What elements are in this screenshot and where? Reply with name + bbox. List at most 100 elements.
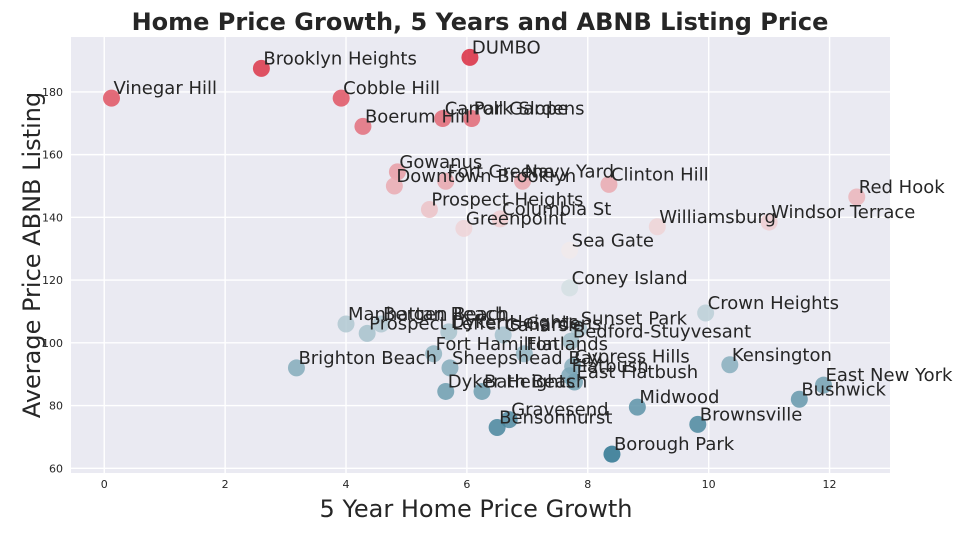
point-label: Park Slope (474, 99, 569, 120)
data-point (440, 323, 458, 341)
x-tick-labels: 0 2 4 6 8 10 12 (101, 478, 837, 491)
data-point (697, 304, 715, 322)
y-tick-label: 80 (49, 400, 63, 413)
point-label: Crown Heights (708, 293, 839, 314)
data-point (514, 172, 532, 190)
y-tick-label: 100 (42, 337, 63, 350)
data-point (354, 117, 372, 135)
point-label: Clinton Hill (611, 164, 709, 185)
point-label: Dyker Heights (451, 312, 578, 333)
point-label: Gravesend (511, 400, 608, 421)
point-label: Canarsie (505, 315, 584, 336)
point-label: Fort Hamilton (436, 334, 558, 355)
data-point (494, 326, 512, 344)
point-label: Sheepshead Bay (452, 348, 603, 369)
data-point (760, 213, 778, 231)
point-label: East New York (826, 365, 954, 386)
point-label: Brighton Beach (298, 348, 437, 369)
y-tick-label: 140 (42, 211, 63, 224)
data-point (562, 332, 580, 350)
grid-lines (71, 37, 890, 473)
point-label: Williamsburg (659, 207, 776, 228)
point-label: Midwood (639, 387, 719, 408)
x-tick-label: 2 (222, 478, 229, 491)
data-point (434, 110, 452, 128)
y-tick-label: 180 (42, 86, 63, 99)
point-label: Boerum Hill (365, 106, 470, 127)
point-labels: DUMBO Brooklyn Heights Vinegar Hill Cobble … (113, 37, 953, 455)
data-point (488, 419, 506, 437)
point-label: Flatlands (526, 334, 608, 355)
x-tick-label: 8 (584, 478, 591, 491)
point-label: Red Hook (859, 177, 945, 198)
data-point (102, 89, 120, 107)
point-label: Sea Gate (572, 230, 654, 251)
point-label: Manhattan Beach (348, 304, 506, 325)
point-label: Cobble Hill (343, 78, 440, 99)
point-label: Bedford-Stuyvesant (573, 321, 751, 342)
point-label: Dyker Heights (448, 371, 575, 392)
data-point (437, 172, 455, 190)
data-points (102, 48, 866, 463)
data-point (721, 356, 739, 374)
data-point (358, 324, 376, 342)
data-point (561, 279, 579, 297)
y-tick-labels: 60 80 100 120 140 160 180 (42, 86, 63, 475)
y-tick-label: 160 (42, 149, 63, 162)
data-point (441, 359, 459, 377)
point-label: Vinegar Hill (113, 78, 217, 99)
data-point (491, 210, 509, 228)
data-point (437, 382, 455, 400)
data-point (420, 201, 438, 219)
data-point (372, 315, 390, 333)
data-point (815, 376, 833, 394)
point-label: Bath Beach (484, 371, 587, 392)
y-axis-label: Average Price ABNB Listing (18, 92, 46, 418)
x-axis-label: 5 Year Home Price Growth (320, 495, 633, 523)
point-label: Gowanus (399, 152, 482, 173)
x-tick-label: 0 (101, 478, 108, 491)
data-point (287, 359, 305, 377)
point-label: Downtown Brooklyn (396, 166, 576, 187)
point-label: Navy Yard (525, 161, 615, 182)
point-label: Coney Island (572, 268, 688, 289)
point-label: Columbia St (502, 199, 611, 220)
point-label: Prospect Lefferts Gardens (369, 313, 601, 334)
point-label: Bushwick (801, 379, 886, 400)
point-label: Sunset Park (581, 309, 688, 330)
data-point (388, 163, 406, 181)
point-label: Windsor Terrace (771, 202, 915, 223)
data-point (628, 398, 646, 416)
point-label: Bensonhurst (499, 408, 612, 429)
point-label: Cypress Hills (575, 346, 690, 367)
data-point (570, 320, 588, 338)
data-point (332, 89, 350, 107)
chart-title: Home Price Growth, 5 Years and ABNB List… (132, 8, 829, 36)
point-label: Greenpoint (466, 208, 566, 229)
x-tick-label: 12 (823, 478, 837, 491)
point-label: East Flatbush (576, 362, 698, 383)
data-point (689, 415, 707, 433)
data-point (515, 345, 533, 363)
point-label: Brownsville (700, 404, 803, 425)
data-point (648, 218, 666, 236)
point-label: DUMBO (472, 37, 541, 58)
point-label: Brooklyn Heights (263, 48, 416, 69)
data-point (425, 345, 443, 363)
point-label: Bergen Beach (383, 304, 509, 325)
data-point (461, 48, 479, 66)
x-tick-label: 4 (343, 478, 350, 491)
point-label: Carroll Gardens (445, 99, 585, 120)
data-point (565, 373, 583, 391)
point-label: Flatbush (572, 356, 649, 377)
data-point (790, 390, 808, 408)
data-point (500, 411, 518, 429)
data-point (252, 59, 270, 77)
point-label: Fort Greene (448, 161, 554, 182)
y-tick-label: 60 (49, 462, 63, 475)
point-label: Prospect Heights (431, 190, 583, 211)
data-point (455, 219, 473, 237)
data-point (848, 188, 866, 206)
